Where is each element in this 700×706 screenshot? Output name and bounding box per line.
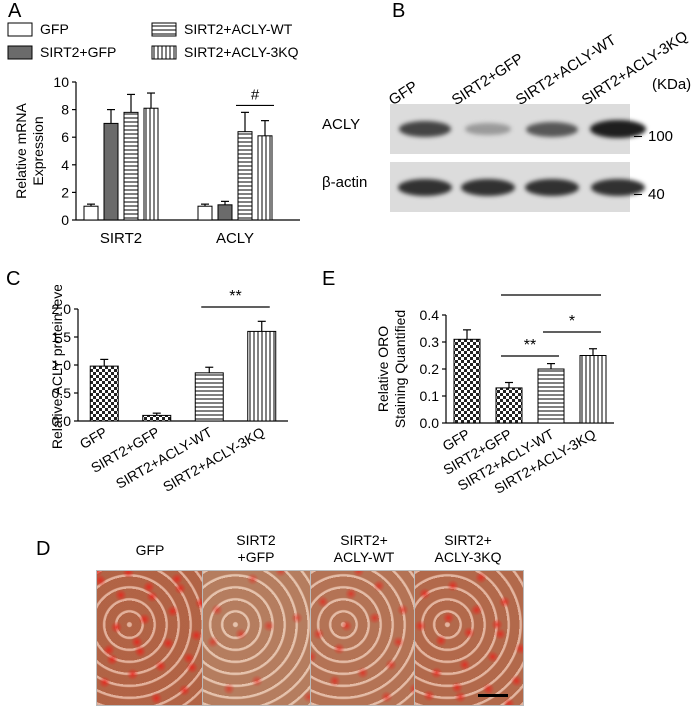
blot-row-label: β-actin: [322, 174, 368, 191]
significance-mark: *: [569, 313, 575, 330]
blot-band: [460, 178, 516, 196]
chart-e: 0.0 0.1 0.2 0.3 0.4 Relative OROStaining Quan…: [375, 285, 614, 497]
y-tick-label: 10: [53, 74, 69, 90]
legend-label: GFP: [40, 21, 69, 37]
y-axis-label: Relative mRNAExpression: [13, 103, 46, 199]
photo-label: SIRT2 +GFP: [236, 532, 276, 565]
legend-swatch: [151, 45, 177, 60]
photo-label: SIRT2+ ACLY-WT: [333, 532, 395, 565]
legend-label: SIRT2+GFP: [40, 44, 116, 60]
y-tick-label: 0.0: [420, 415, 440, 431]
y-tick-label: 0.2: [420, 361, 440, 377]
blot-marker-label: 100: [648, 128, 674, 145]
y-tick-label: 8: [61, 102, 69, 118]
panel-letter-a: A: [8, 0, 22, 22]
blot-membrane: [390, 104, 646, 154]
bar: [142, 414, 172, 422]
western-blot-b: GFP SIRT2+GFP SIRT2+ACLY-WT SIRT2+ACLY-3KQ(…: [318, 20, 698, 260]
y-tick-label: 0.5: [52, 385, 72, 401]
x-category-label: ACLY: [216, 230, 254, 247]
blot-marker-tick: [634, 136, 642, 137]
y-axis-label: Relative OROStaining Quantified: [375, 310, 408, 428]
significance-mark: **: [524, 337, 536, 354]
photo-label: SIRT2+ ACLY-3KQ: [434, 532, 502, 565]
y-tick-label: 6: [61, 129, 69, 145]
blot-band: [398, 121, 452, 137]
bar: [537, 368, 565, 424]
bar: [83, 205, 99, 221]
oro-staining-images-d: GFP SIRT2 +GFP SIRT2+ ACLY-WT SIRT2+ ACLY-3…: [0, 530, 700, 706]
y-axis-label: Relative ACLY protein level: [49, 285, 65, 449]
significance-mark: ***: [542, 285, 561, 293]
legend-swatch: [151, 22, 177, 37]
chart-a: GFP SIRT2+GFP SIRT2+ACLY-WT SIRT2+ACLY-3KQ 0…: [7, 21, 300, 247]
bar: [197, 205, 213, 221]
y-tick-label: 2: [61, 184, 69, 200]
legend-label: SIRT2+ACLY-WT: [184, 21, 293, 37]
bar: [237, 131, 253, 221]
panel-letter-e: E: [322, 268, 336, 290]
y-axis-label-line: Relative ACLY protein level: [49, 285, 65, 449]
y-tick-label: 0: [61, 212, 69, 228]
blot-membrane: [390, 162, 646, 212]
photo-label: GFP: [135, 542, 165, 558]
bar: [495, 387, 523, 424]
bar: [89, 365, 119, 422]
panel-letter-d: D: [36, 538, 51, 560]
panel-letter-b: B: [392, 0, 406, 22]
y-tick-label: 0.1: [420, 388, 440, 404]
bar: [453, 338, 481, 424]
blot-band: [524, 178, 580, 196]
significance-mark: **: [229, 288, 241, 305]
y-axis-label-line: Relative mRNA: [13, 103, 29, 199]
bar: [103, 122, 119, 221]
blot-band: [590, 178, 646, 196]
bar: [579, 355, 607, 424]
y-tick-label: 0.3: [420, 334, 440, 350]
blot-band: [590, 120, 646, 138]
legend-swatch: [7, 22, 33, 37]
panel-letter-c: C: [6, 268, 21, 290]
bar: [217, 204, 233, 221]
bar: [247, 330, 277, 422]
y-axis-label-line: Expression: [30, 116, 46, 185]
y-tick-label: 0.0: [52, 413, 72, 429]
y-tick-label: 0.4: [420, 307, 440, 323]
blot-marker-label: 40: [648, 186, 665, 203]
legend-label: SIRT2+ACLY-3KQ: [184, 44, 299, 60]
x-category-label: GFP: [77, 424, 110, 452]
oro-staining-photo: [310, 570, 420, 706]
y-axis-label-line: Relative ORO: [375, 326, 391, 412]
y-tick-label: 2.0: [52, 301, 72, 317]
oro-staining-photo: [202, 570, 312, 706]
oro-staining-photo: [414, 570, 524, 706]
significance-mark: #: [251, 86, 260, 103]
y-tick-label: 1.0: [52, 357, 72, 373]
bar: [194, 372, 224, 422]
y-axis-label-line: Staining Quantified: [392, 310, 408, 428]
blot-row-label: ACLY: [322, 116, 361, 133]
bar: [257, 135, 273, 221]
oro-staining-photo: [96, 570, 206, 706]
x-category-label: SIRT2: [100, 230, 142, 247]
blot-band: [465, 123, 511, 135]
blot-band: [397, 178, 453, 196]
y-tick-label: 1.5: [52, 329, 72, 345]
y-tick-label: 4: [61, 157, 69, 173]
scale-bar: [478, 694, 508, 697]
bar: [123, 111, 139, 221]
blot-band: [526, 121, 578, 137]
blot-unit-label: (KDa): [652, 76, 692, 93]
bar: [143, 107, 159, 221]
legend-swatch: [7, 45, 33, 60]
blot-lane-label: SIRT2+GFP: [448, 50, 527, 109]
blot-marker-tick: [634, 194, 642, 195]
